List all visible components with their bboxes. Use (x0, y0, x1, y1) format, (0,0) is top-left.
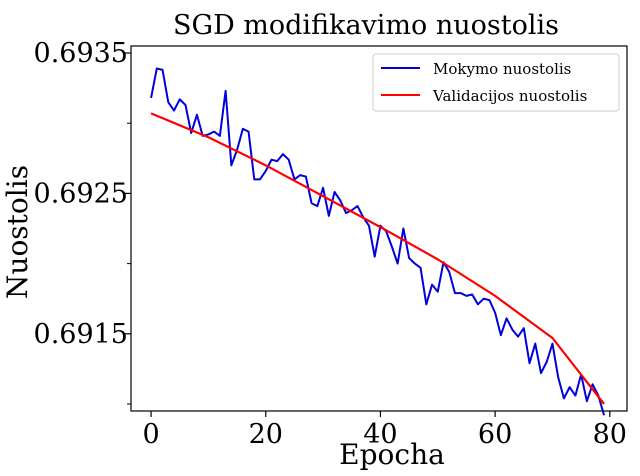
legend-label-1: Mokymo nuostolis (433, 60, 571, 78)
plot-frame (130, 45, 628, 412)
x-axis-label: Epocha (339, 438, 445, 471)
x-tick-label: 20 (249, 419, 283, 450)
x-tick-label: 40 (363, 419, 397, 450)
legend-box (372, 53, 620, 112)
y-tick-label: 0.6925 (34, 178, 128, 209)
legend: Mokymo nuostolis Validacijos nuostolis (372, 53, 620, 112)
series-line-1 (150, 67, 606, 416)
plot-area: 0 20 40 60 80 0.6915 0.6925 0.6935 (34, 38, 627, 450)
y-tick-label: 0.6935 (34, 38, 128, 69)
x-tick-label: 0 (142, 419, 159, 450)
x-tick-label: 80 (593, 419, 627, 450)
chart-title: SGD modifikavimo nuostolis (173, 10, 559, 41)
y-axis-label: Nuostolis (1, 165, 34, 299)
y-tick-label: 0.6915 (34, 319, 128, 350)
legend-label-2: Validacijos nuostolis (432, 87, 587, 105)
x-tick-label: 60 (478, 419, 512, 450)
series-line-2 (150, 112, 605, 405)
